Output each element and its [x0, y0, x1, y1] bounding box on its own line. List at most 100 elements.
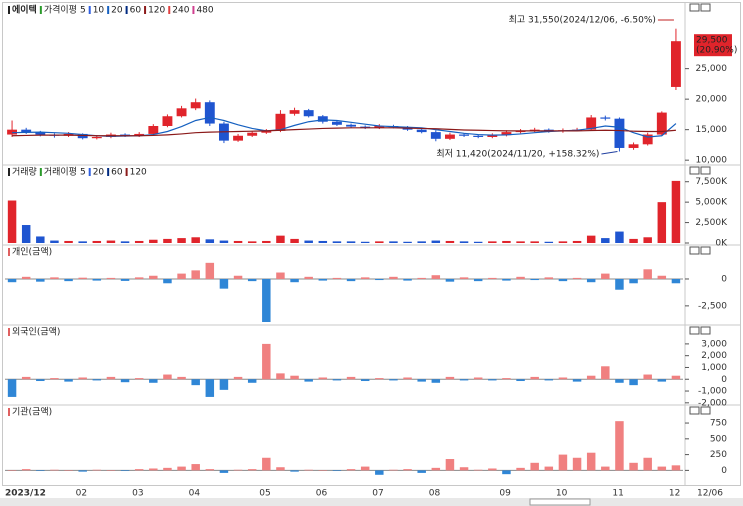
x-tick-label: 08	[429, 489, 441, 499]
bar	[544, 241, 554, 243]
bar	[50, 240, 59, 243]
bar	[488, 241, 497, 243]
bar	[643, 237, 652, 243]
bar	[657, 379, 667, 382]
bar	[332, 241, 342, 243]
bar	[304, 276, 313, 279]
y-tick-label: -2,000	[698, 398, 727, 408]
bar	[304, 469, 313, 471]
bar	[134, 378, 144, 380]
bar	[7, 470, 17, 471]
bar	[191, 270, 200, 279]
bar	[629, 379, 638, 386]
bar	[375, 278, 384, 281]
bar	[473, 278, 483, 282]
y-tick-label: 1,000	[701, 363, 727, 373]
candle-body	[162, 116, 173, 126]
legend-label: 거래량	[12, 166, 37, 178]
bar	[601, 466, 610, 471]
bar	[92, 379, 102, 381]
bar	[586, 278, 596, 283]
bar	[615, 421, 624, 471]
bar	[36, 379, 45, 382]
bar	[134, 240, 144, 243]
legend-marker	[107, 168, 110, 176]
bar	[530, 241, 539, 243]
bar	[149, 239, 158, 243]
bar	[601, 366, 610, 380]
candle-body	[35, 132, 46, 135]
bar	[431, 467, 441, 471]
bar	[601, 238, 610, 243]
bar	[177, 466, 186, 471]
bar	[262, 240, 271, 243]
candle-body	[416, 129, 427, 133]
legend-label: 10	[93, 6, 105, 16]
candle-body	[614, 118, 625, 148]
candle-body	[529, 129, 540, 131]
bar	[403, 241, 412, 243]
x-tick-label: 10	[556, 489, 568, 499]
high-annotation: 최고 31,550(2024/12/06, -6.50%)	[509, 15, 656, 26]
bar	[615, 231, 624, 243]
bar	[191, 237, 200, 243]
candle-body	[430, 132, 441, 139]
bar	[50, 277, 59, 279]
x-tick-label: 11	[612, 489, 623, 499]
legend-label: 개인(금액)	[12, 246, 52, 258]
bar	[247, 241, 257, 243]
y-tick-label: 0K	[715, 239, 728, 249]
bar	[205, 262, 215, 279]
x-tick-label: 09	[499, 489, 511, 499]
bar	[516, 467, 525, 471]
bar	[92, 278, 102, 281]
y-tick-label: 500	[710, 434, 727, 444]
bar	[431, 379, 441, 383]
bar	[643, 374, 652, 380]
candle-body	[459, 134, 470, 136]
x-tick-label: 12	[669, 489, 680, 499]
bar	[276, 235, 285, 243]
bar	[417, 277, 426, 279]
y-tick-label: 5,000K	[695, 198, 728, 208]
legend-marker	[39, 6, 42, 14]
legend-marker	[107, 6, 110, 14]
bar	[572, 379, 582, 382]
legend-label: 120	[130, 168, 147, 178]
bar	[177, 238, 186, 243]
panel-buttons[interactable]	[689, 3, 711, 415]
legend-label: 외국인(금액)	[12, 326, 60, 338]
bar	[233, 240, 243, 243]
x-tick-label: 07	[372, 489, 383, 499]
bar	[21, 225, 31, 243]
legend-marker	[39, 168, 42, 176]
bar	[502, 470, 511, 475]
bar	[163, 278, 172, 284]
bar	[106, 376, 116, 380]
bar	[375, 241, 384, 243]
bar	[120, 278, 130, 281]
bar	[459, 241, 469, 243]
candle-body	[275, 113, 286, 131]
bar	[134, 277, 144, 279]
bar	[601, 273, 610, 279]
candle-body	[586, 117, 597, 130]
bar	[7, 278, 17, 283]
scrollbar[interactable]	[0, 498, 743, 506]
bar	[346, 469, 356, 471]
bar	[64, 278, 73, 282]
bar	[516, 276, 525, 279]
last-date: 12/06	[697, 489, 723, 499]
bar	[36, 470, 45, 472]
y-tick-label: 15,000	[696, 125, 728, 135]
legend-marker	[125, 168, 128, 176]
legend-marker	[8, 328, 10, 336]
x-tick-label: 05	[259, 489, 270, 499]
bar	[403, 469, 412, 471]
bar	[247, 469, 257, 471]
bar	[78, 241, 87, 243]
bar	[332, 379, 342, 381]
bar	[586, 452, 596, 471]
bar	[657, 202, 667, 243]
